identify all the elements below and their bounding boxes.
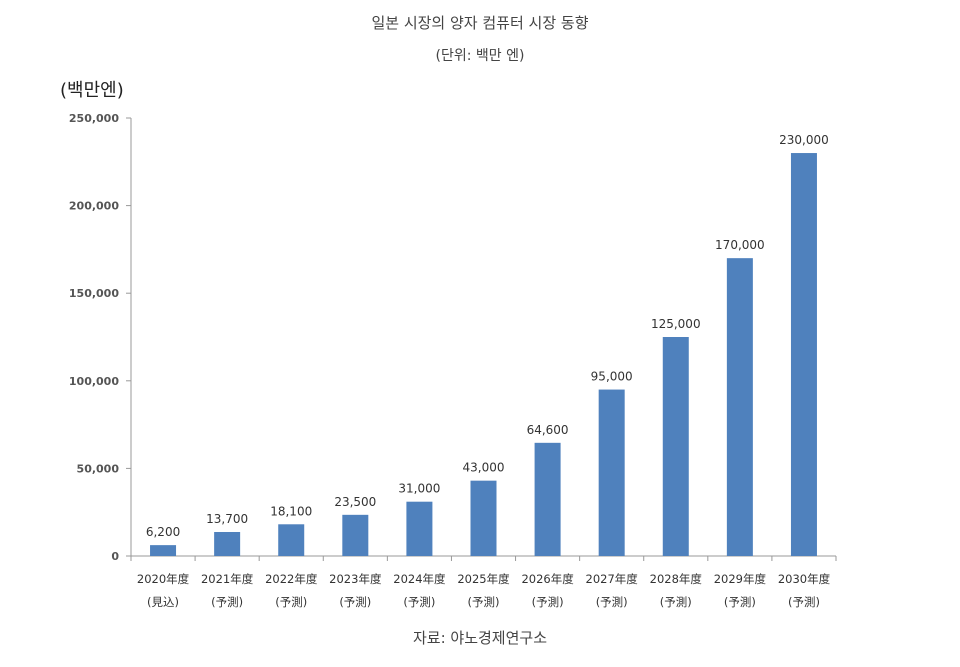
x-tick-note: (予測) <box>724 595 756 609</box>
y-tick-label: 100,000 <box>69 375 119 388</box>
x-tick-note: (見込) <box>147 595 179 609</box>
x-tick-label: 2024年度 <box>393 572 446 586</box>
y-axis-label: (백만엔) <box>60 80 124 101</box>
data-label: 6,200 <box>146 525 180 539</box>
x-tick-label: 2020年度 <box>137 572 190 586</box>
chart-subtitle: (단위: 백만 엔) <box>435 48 525 64</box>
x-tick-note: (予測) <box>468 595 500 609</box>
bar <box>406 501 433 556</box>
y-tick-label: 150,000 <box>69 287 119 300</box>
data-label: 13,700 <box>206 512 248 526</box>
data-label: 18,100 <box>270 504 312 518</box>
x-tick-label: 2023年度 <box>329 572 382 586</box>
x-tick-note: (予測) <box>788 595 820 609</box>
data-label: 23,500 <box>334 495 376 509</box>
x-tick-note: (予測) <box>339 595 371 609</box>
bar <box>342 514 369 556</box>
bar <box>278 524 305 556</box>
data-label: 31,000 <box>398 482 440 496</box>
bar <box>726 258 753 556</box>
x-tick-label: 2021年度 <box>201 572 254 586</box>
source-note: 자료: 야노경제연구소 <box>412 629 548 647</box>
x-tick-label: 2029年度 <box>714 572 767 586</box>
chart-title: 일본 시장의 양자 컴퓨터 시장 동향 <box>371 14 589 32</box>
y-tick-label: 250,000 <box>69 112 119 125</box>
data-label: 230,000 <box>779 133 829 147</box>
x-tick-label: 2030年度 <box>778 572 831 586</box>
x-tick-note: (予測) <box>403 595 435 609</box>
bar <box>470 480 497 556</box>
data-label: 125,000 <box>651 317 701 331</box>
data-label: 64,600 <box>527 423 569 437</box>
x-tick-label: 2028年度 <box>650 572 703 586</box>
data-label: 95,000 <box>591 370 633 384</box>
data-label: 43,000 <box>463 461 505 475</box>
x-tick-label: 2025年度 <box>457 572 510 586</box>
bar <box>214 531 241 556</box>
x-tick-note: (予測) <box>275 595 307 609</box>
x-tick-note: (予測) <box>532 595 564 609</box>
y-tick-label: 0 <box>111 550 119 563</box>
bar <box>662 337 689 556</box>
bar <box>150 545 177 556</box>
x-tick-label: 2022年度 <box>265 572 318 586</box>
x-tick-note: (予測) <box>211 595 243 609</box>
x-tick-note: (予測) <box>596 595 628 609</box>
y-tick-label: 50,000 <box>77 462 120 475</box>
x-tick-label: 2026年度 <box>521 572 574 586</box>
bar <box>790 153 817 557</box>
bar <box>598 389 625 556</box>
y-tick-label: 200,000 <box>69 200 119 213</box>
x-tick-note: (予測) <box>660 595 692 609</box>
data-label: 170,000 <box>715 238 765 252</box>
x-tick-label: 2027年度 <box>586 572 639 586</box>
bar <box>534 442 561 556</box>
